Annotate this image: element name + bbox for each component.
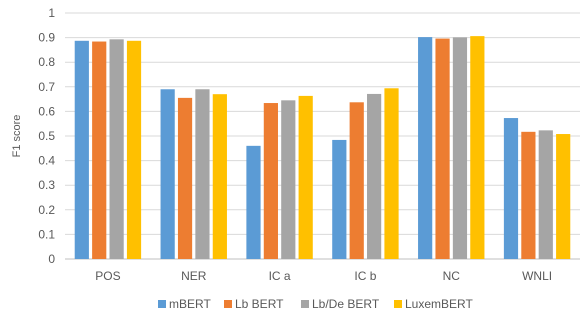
x-axis-ticks: POS NER IC a IC b NC WNLI — [95, 269, 552, 283]
legend-swatch — [224, 300, 232, 308]
bar — [195, 89, 210, 259]
y-tick-label: 1 — [48, 6, 55, 20]
legend-swatch — [394, 300, 402, 308]
y-tick-label: 0.7 — [38, 80, 55, 94]
bar — [556, 134, 571, 259]
y-tick-label: 0.1 — [38, 227, 55, 241]
bar — [177, 97, 193, 260]
bar — [367, 93, 382, 260]
bar — [126, 40, 142, 259]
bar — [263, 103, 278, 259]
y-tick-label: 0.8 — [38, 55, 55, 69]
gridlines — [65, 12, 580, 260]
bar — [538, 130, 553, 259]
x-tick-label: NC — [443, 269, 461, 283]
bar — [521, 131, 536, 259]
bar — [212, 94, 227, 260]
y-tick-label: 0.3 — [38, 178, 55, 192]
bars — [74, 36, 571, 260]
bar — [109, 39, 124, 260]
x-tick-label: NER — [181, 269, 207, 283]
bar — [74, 40, 89, 259]
bar — [503, 118, 519, 260]
bar — [452, 37, 468, 259]
bar — [281, 100, 296, 259]
y-tick-label: 0.6 — [38, 104, 55, 118]
legend-label: Lb/De BERT — [312, 297, 380, 311]
bar — [332, 139, 347, 259]
legend-label: LuxemBERT — [405, 297, 473, 311]
bar — [435, 38, 450, 259]
x-tick-label: POS — [95, 269, 120, 283]
bar — [349, 102, 364, 259]
bar — [298, 95, 313, 259]
bar — [384, 88, 399, 259]
x-tick-label: IC a — [269, 269, 291, 283]
bar — [92, 41, 107, 260]
legend-swatch — [158, 300, 166, 308]
x-tick-label: IC b — [354, 269, 376, 283]
y-axis-ticks: 0 0.1 0.2 0.3 0.4 0.5 0.6 0.7 0.8 0.9 1 — [38, 6, 55, 266]
y-tick-label: 0.4 — [38, 154, 55, 168]
y-tick-label: 0 — [48, 252, 55, 266]
legend-label: Lb BERT — [235, 297, 284, 311]
legend-label: mBERT — [169, 297, 211, 311]
x-tick-label: WNLI — [522, 269, 552, 283]
bar — [418, 37, 433, 259]
legend-swatch — [301, 300, 309, 308]
bar — [246, 145, 261, 259]
y-tick-label: 0.2 — [38, 203, 55, 217]
bar — [470, 36, 485, 260]
y-tick-label: 0.9 — [38, 31, 55, 45]
bar — [160, 89, 175, 259]
y-tick-label: 0.5 — [38, 129, 55, 143]
legend: mBERT Lb BERT Lb/De BERT LuxemBERT — [158, 297, 473, 311]
y-axis-title: F1 score — [11, 115, 23, 158]
